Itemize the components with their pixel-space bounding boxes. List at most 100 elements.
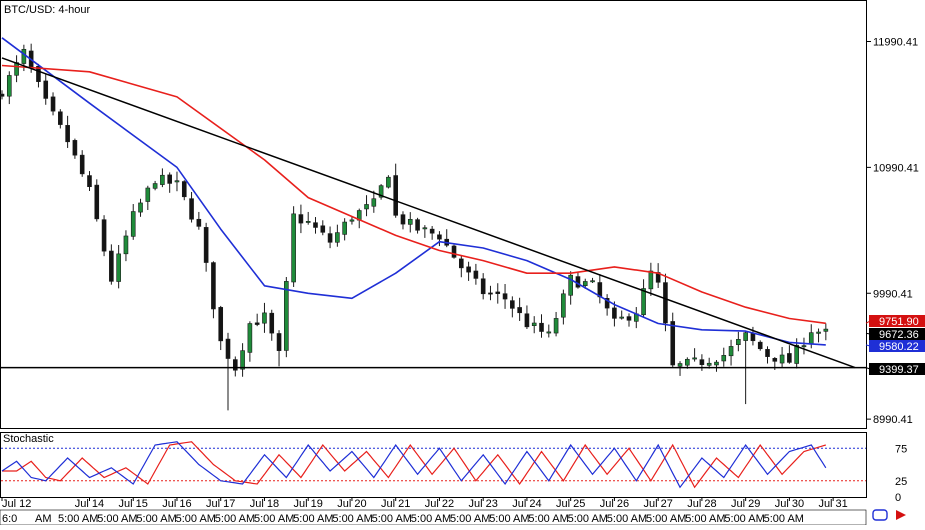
time-strip-label: 5:00 AM <box>176 513 216 525</box>
candle-body <box>801 345 807 348</box>
candle-body <box>6 75 12 97</box>
candle-body <box>305 221 311 223</box>
time-strip-label: 5:00 AM <box>332 513 372 525</box>
time-strip-label: 5:00 AM <box>450 513 490 525</box>
candle-body <box>816 331 821 334</box>
candle-body <box>524 313 530 328</box>
candle-body <box>582 281 588 287</box>
candle-body <box>21 48 27 64</box>
x-tick-label: Jul 22 <box>425 498 454 510</box>
time-strip-label: 5:00 AM <box>489 513 529 525</box>
x-tick-label: Jul 27 <box>643 498 672 510</box>
candle-body <box>429 228 435 234</box>
candle-body <box>575 276 581 288</box>
candle-body <box>619 316 625 319</box>
candle-body <box>269 312 275 334</box>
price-tag <box>869 363 925 375</box>
candle-body <box>371 198 377 207</box>
y-tick-label: 9990.41 <box>873 288 913 300</box>
candle-body <box>808 332 814 345</box>
candle-body <box>823 328 829 332</box>
x-tick-label: Jul 30 <box>775 498 804 510</box>
candle-body <box>211 262 216 310</box>
time-strip-label: 6:0 <box>2 513 17 525</box>
x-tick-label: Jul 29 <box>731 498 760 510</box>
candle-body <box>415 219 420 231</box>
time-strip-label: 5:00 AM <box>136 513 176 525</box>
candle-body <box>232 359 238 371</box>
x-tick-label: Jul 24 <box>512 498 541 510</box>
candle-body <box>291 213 296 283</box>
candle-body <box>510 300 515 309</box>
candle-body <box>138 202 143 213</box>
candle-body <box>386 176 391 188</box>
candle-body <box>743 332 748 341</box>
x-tick-label: Jul 21 <box>381 498 410 510</box>
candle-body <box>218 307 224 342</box>
candle-body <box>480 278 486 295</box>
price-tag <box>869 328 925 340</box>
price-tag-label: 9580.22 <box>879 341 919 353</box>
candle-body <box>626 316 632 321</box>
moving-average-blue-line <box>1 37 826 346</box>
candle-body <box>79 154 85 175</box>
candle-body <box>298 214 304 224</box>
candle-body <box>196 218 202 227</box>
time-strip-label: 5:00 AM <box>724 513 764 525</box>
x-tick-label: Jul 18 <box>250 498 279 510</box>
candle-body <box>604 298 610 309</box>
candle-body <box>502 293 508 300</box>
candle-body <box>736 339 741 345</box>
time-strip-label: 5:00 AM <box>372 513 412 525</box>
candle-body <box>0 93 5 97</box>
x-tick-label: Jul 20 <box>337 498 366 510</box>
candle-body <box>240 350 245 370</box>
candle-body <box>539 322 544 332</box>
time-strip-label: 5:00 AM <box>528 513 568 525</box>
candle-body <box>546 331 552 334</box>
candle-body <box>765 349 770 357</box>
descending-trendline[interactable] <box>1 57 856 369</box>
candle-body <box>181 181 187 198</box>
price-panel-frame <box>0 0 867 429</box>
candle-body <box>203 227 209 263</box>
candle-body <box>247 323 253 353</box>
candle-body <box>225 338 231 359</box>
candle-body <box>335 232 340 243</box>
y-tick-label: 11990.41 <box>873 36 918 48</box>
candle-body <box>393 175 398 216</box>
x-tick-label: Jul 16 <box>162 498 191 510</box>
candle-body <box>706 362 712 366</box>
candle-body <box>342 221 347 235</box>
candle-body <box>407 219 413 225</box>
candle-body <box>473 270 479 279</box>
candle-body <box>123 235 129 255</box>
candle-body <box>553 318 559 334</box>
candle-body <box>364 204 369 210</box>
candle-body <box>276 333 282 351</box>
candle-body <box>160 174 165 185</box>
candle-body <box>757 341 763 350</box>
candle-body <box>641 288 646 316</box>
candle-body <box>349 219 355 222</box>
candle-body <box>167 174 172 184</box>
x-tick-label: Jul 19 <box>294 498 323 510</box>
candle-body <box>714 361 719 366</box>
candle-body <box>400 214 406 225</box>
candle-body <box>612 307 617 319</box>
moving-average-red-line <box>1 64 826 325</box>
window-box-icon[interactable] <box>872 509 888 521</box>
candle-body <box>152 183 158 189</box>
candle-body <box>648 270 654 290</box>
candle-body <box>58 111 63 125</box>
candle-body <box>437 234 442 240</box>
time-strip-label: 5:00 AM <box>607 513 647 525</box>
candle-body <box>699 359 705 366</box>
candle-body <box>284 281 289 351</box>
candle-body <box>663 282 668 324</box>
candle-body <box>561 293 566 318</box>
arrow-right-icon[interactable] <box>896 510 906 520</box>
candle-body <box>109 250 114 282</box>
candle-body <box>94 184 100 220</box>
